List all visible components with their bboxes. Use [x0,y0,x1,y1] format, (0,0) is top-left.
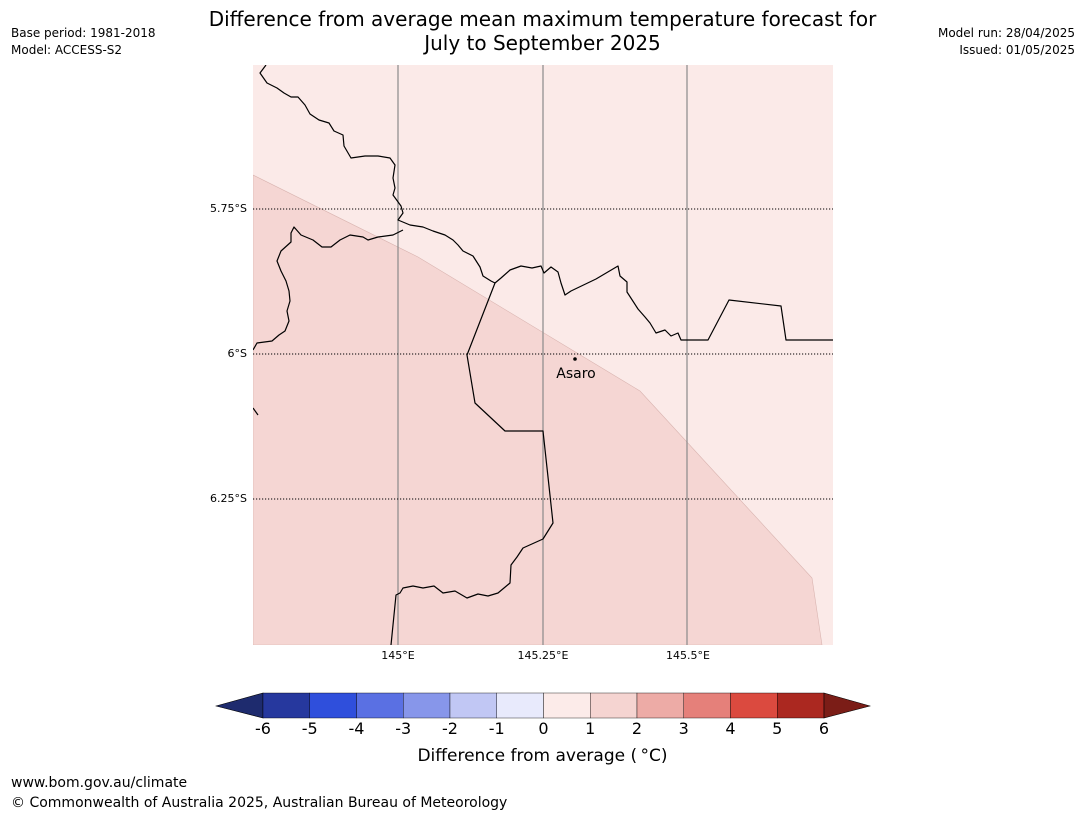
map-title: Difference from average mean maximum tem… [0,7,1085,55]
colorbar-cell [449,692,497,719]
colorbar-tick-label: 6 [818,719,830,738]
colorbar-tick-label: -5 [301,719,318,738]
colorbar [215,692,871,719]
lat-label-6S: 6°S [227,347,247,360]
title-line-1: Difference from average mean maximum tem… [208,7,877,31]
colorbar-tick-label: 4 [725,719,736,738]
colorbar-tick-label: 3 [678,719,689,738]
colorbar-cell [496,692,544,719]
colorbar-cell [777,692,825,719]
colorbar-label: Difference from average ( °C) [417,746,668,766]
forecast-map: Asaro [253,65,833,645]
meta-left: Base period: 1981-2018 Model: ACCESS-S2 [11,25,156,59]
footer-url: www.bom.gov.au/climate [11,775,188,791]
model-run-text: Model run: 28/04/2025 [937,26,1075,40]
model-text: Model: ACCESS-S2 [11,43,123,57]
lon-label-145E: 145°E [381,649,415,662]
colorbar-under-arrow [215,692,264,719]
colorbar-cell [262,692,310,719]
colorbar-cell [543,692,591,719]
colorbar-tick-label: 5 [772,719,783,738]
anomaly-region-1-to-2 [253,174,823,645]
colorbar-over-arrow [823,692,871,719]
issued-text: Issued: 01/05/2025 [959,43,1075,57]
town-label-asaro: Asaro [556,366,595,382]
province-boundaries [253,65,833,645]
colorbar-tick-label: 1 [585,719,596,738]
town-marker [573,357,577,361]
colorbar-tick-label: -4 [348,719,365,738]
lat-label-5-75S: 5.75°S [210,202,247,215]
colorbar-tick-label: 2 [631,719,643,738]
base-period-text: Base period: 1981-2018 [11,26,156,40]
meta-right: Model run: 28/04/2025 Issued: 01/05/2025 [938,25,1075,59]
footer-copyright: © Commonwealth of Australia 2025, Austra… [11,795,508,811]
lat-label-6-25S: 6.25°S [210,492,247,505]
colorbar-cell [309,692,357,719]
colorbar-cells [262,692,825,719]
lon-label-145-25E: 145.25°E [517,649,569,662]
lon-label-145-5E: 145.5°E [666,649,710,662]
colorbar-cell [730,692,778,719]
colorbar-cell [636,692,684,719]
colorbar-tick-label: -6 [255,719,271,738]
colorbar-tick-label: -1 [488,719,505,738]
colorbar-cell [356,692,404,719]
colorbar-tick-label: -3 [395,719,412,738]
colorbar-cell [683,692,731,719]
colorbar-tick-label: 0 [538,719,549,738]
colorbar-cell [590,692,638,719]
colorbar-cell [403,692,451,719]
colorbar-tick-label: -2 [442,719,458,738]
title-line-2: July to September 2025 [424,31,661,55]
